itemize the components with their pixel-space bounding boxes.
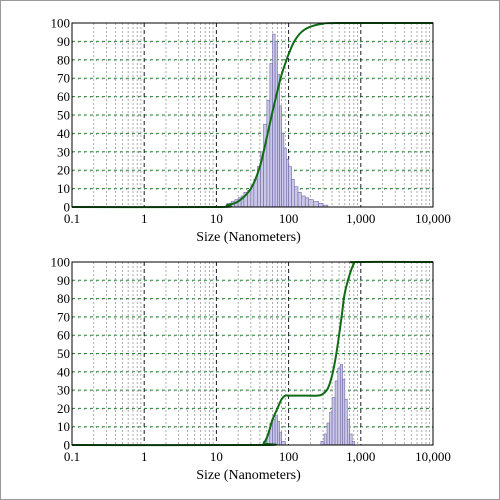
plot-frame: [71, 22, 434, 208]
x-tick-label: 10,000: [415, 449, 451, 464]
y-tick-label: 80: [57, 291, 70, 306]
y-tick-label: 50: [57, 108, 70, 123]
histogram-bar: [329, 411, 333, 446]
histogram-bar: [331, 397, 336, 446]
histogram-bar: [277, 420, 280, 446]
histogram-bar: [351, 441, 355, 446]
histogram-bar: [283, 147, 287, 208]
x-tick-label: 1,000: [346, 449, 375, 464]
y-tick-label: 30: [57, 144, 70, 159]
histogram-bar: [334, 380, 339, 446]
y-tick-label: 80: [57, 52, 70, 67]
x-tick-label: 10: [210, 211, 223, 226]
cumulative-line: [71, 260, 434, 447]
histogram-bar: [349, 433, 353, 446]
histogram-bar: [272, 33, 276, 208]
histogram-bar: [323, 433, 328, 446]
y-tick-label: 0: [64, 438, 71, 453]
histogram-bar: [342, 378, 346, 446]
histogram-bar: [274, 41, 278, 208]
histogram-bar: [286, 158, 289, 208]
y-tick-label: 20: [57, 401, 70, 416]
y-tick-label: 40: [57, 364, 70, 379]
x-tick-label: 0.1: [64, 211, 80, 226]
y-tick-label: 10: [57, 181, 70, 196]
y-tick-label: 50: [57, 346, 70, 361]
x-tick-label: 10,000: [415, 211, 451, 226]
histogram-bar: [281, 441, 286, 446]
chart-panel-1: 0 10 20 30 40 50 60 70 80 90 100 0.1 1 10 100 1,000 10,0…: [51, 16, 451, 246]
cumulative-line: [71, 21, 434, 209]
y-tick-label: 90: [57, 34, 70, 49]
y-tick-label: 60: [57, 89, 70, 104]
x-tick-label: 10: [210, 449, 223, 464]
x-tick-label: 100: [279, 211, 299, 226]
y-tick-label: 60: [57, 328, 70, 343]
histogram-bar: [304, 197, 310, 208]
x-tick-label: 100: [279, 449, 299, 464]
histogram-bar: [308, 199, 314, 208]
histogram-bar: [277, 74, 280, 208]
x-tick-label: 1,000: [346, 211, 375, 226]
x-axis-title: Size (Nanometers): [196, 468, 301, 483]
histogram-bar: [294, 186, 299, 208]
histogram-bar: [301, 195, 306, 208]
histogram-bar: [279, 105, 282, 208]
histogram-bar: [339, 364, 343, 446]
histogram-bar: [291, 179, 295, 208]
histogram-bar: [288, 166, 292, 208]
y-tick-label: 100: [51, 16, 71, 31]
histogram-bar: [337, 367, 341, 446]
histogram-bar: [320, 441, 325, 446]
y-tick-label: 70: [57, 71, 70, 86]
y-tick-label: 100: [51, 255, 71, 270]
histogram-bar: [297, 191, 302, 208]
y-tick-label: 70: [57, 309, 70, 324]
histogram-bar: [279, 431, 282, 446]
y-tick-label: 0: [64, 200, 71, 215]
histogram-bar: [313, 201, 319, 208]
y-tick-label: 20: [57, 163, 70, 178]
histogram-bar: [281, 133, 285, 208]
y-tick-label: 40: [57, 126, 70, 141]
x-tick-label: 1: [141, 449, 148, 464]
y-tick-label: 10: [57, 419, 70, 434]
histogram-bar: [274, 415, 278, 446]
histogram-bar: [272, 419, 276, 446]
x-tick-label: 1: [141, 211, 148, 226]
histogram-bar: [346, 419, 350, 446]
histogram-bar: [266, 99, 271, 208]
histogram-bar: [326, 422, 330, 446]
histogram-bar: [269, 63, 273, 208]
x-tick-label: 0.1: [64, 449, 80, 464]
y-tick-label: 30: [57, 383, 70, 398]
plot-frame: [71, 261, 434, 446]
chart-panel-2: 0 10 20 30 40 50 60 70 80 90 100 0.1 1 10 100 1,000 10,0…: [51, 255, 451, 484]
histogram-bar: [344, 398, 348, 446]
x-axis-title: Size (Nanometers): [196, 230, 301, 245]
histogram-bar: [318, 203, 324, 208]
y-tick-label: 90: [57, 273, 70, 288]
